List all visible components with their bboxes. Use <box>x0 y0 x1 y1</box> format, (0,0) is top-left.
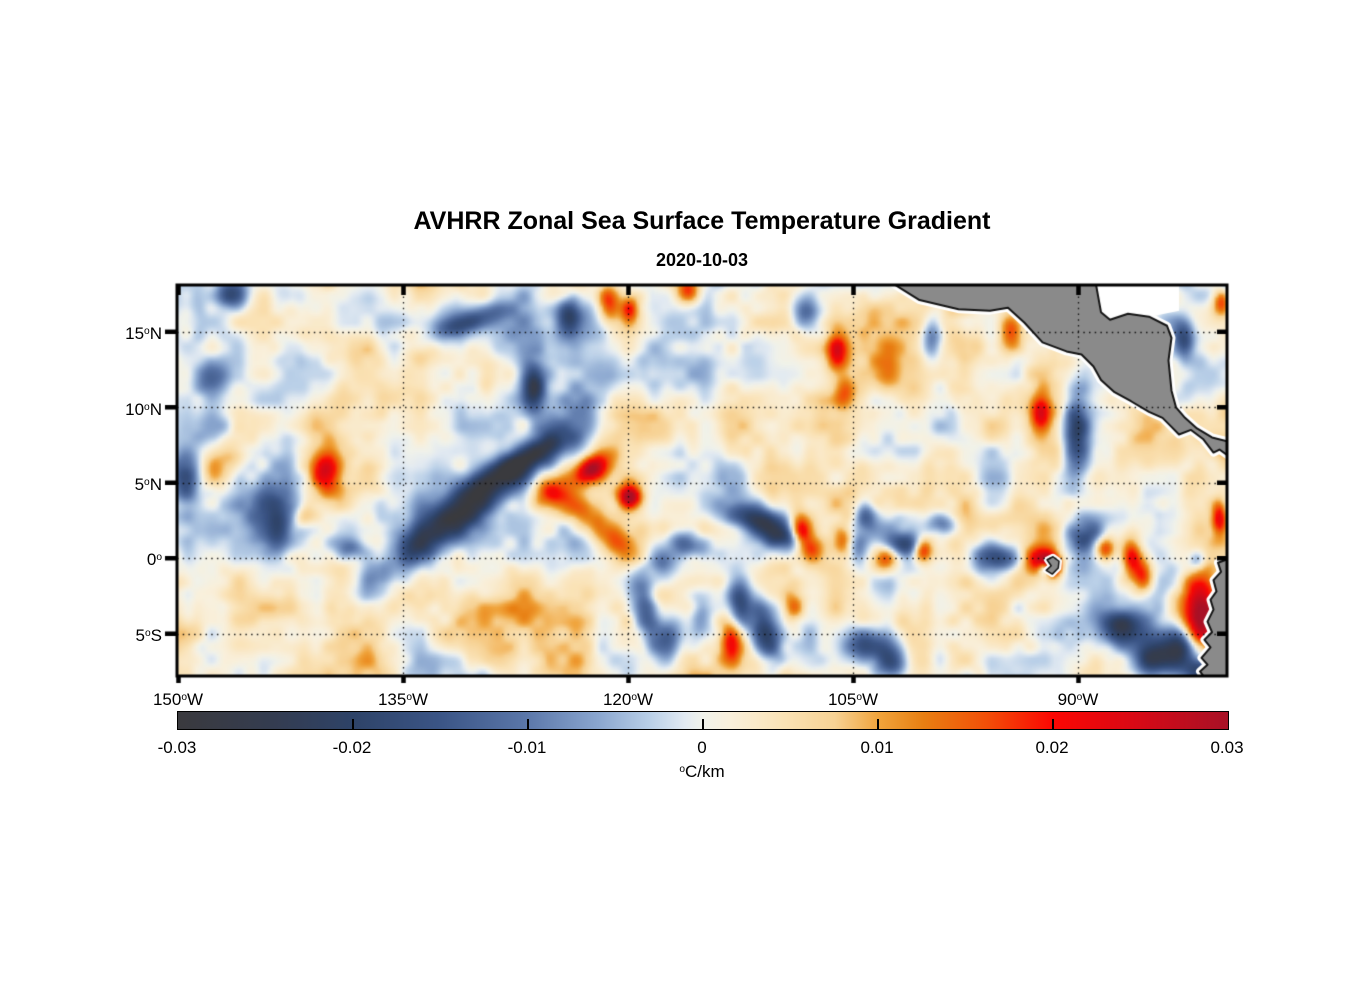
colorbar-tick <box>1051 719 1054 729</box>
y-tick-label-0: 0o <box>146 550 162 570</box>
page-title: AVHRR Zonal Sea Surface Temperature Grad… <box>413 207 991 235</box>
colorbar-label-neg003: -0.03 <box>157 738 197 757</box>
y-tick-label-5s: 5oS <box>135 626 162 646</box>
y-tick-label-5n: 5oN <box>134 475 162 495</box>
colorbar-tick <box>702 719 704 729</box>
colorbar-label-neg001: -0.01 <box>507 738 547 757</box>
sst-gradient-heatmap <box>160 270 1240 690</box>
colorbar-tick <box>526 719 529 729</box>
colorbar-label-002: 0.02 <box>1035 738 1069 757</box>
colorbar-tick <box>352 719 354 729</box>
x-tick-label-150w: 150oW <box>152 690 204 710</box>
chart-date-subtitle: 2020-10-03 <box>655 250 749 270</box>
colorbar-label-001: 0.01 <box>860 738 894 757</box>
y-tick-label-10n: 10oN <box>125 400 162 420</box>
y-tick-label-15n: 15oN <box>125 324 162 344</box>
x-tick-label-90w: 90oW <box>1057 690 1099 710</box>
colorbar-label-003: 0.03 <box>1210 738 1244 757</box>
x-tick-label-105w: 105oW <box>827 690 879 710</box>
colorbar-unit-label: oC/km <box>679 762 725 781</box>
colorbar-tick <box>877 719 879 729</box>
x-tick-label-120w: 120oW <box>602 690 654 710</box>
colorbar-label-neg002: -0.02 <box>332 738 372 757</box>
colorbar-label-0: 0 <box>697 738 707 757</box>
colorbar <box>177 711 1229 730</box>
x-tick-label-135w: 135oW <box>377 690 429 710</box>
